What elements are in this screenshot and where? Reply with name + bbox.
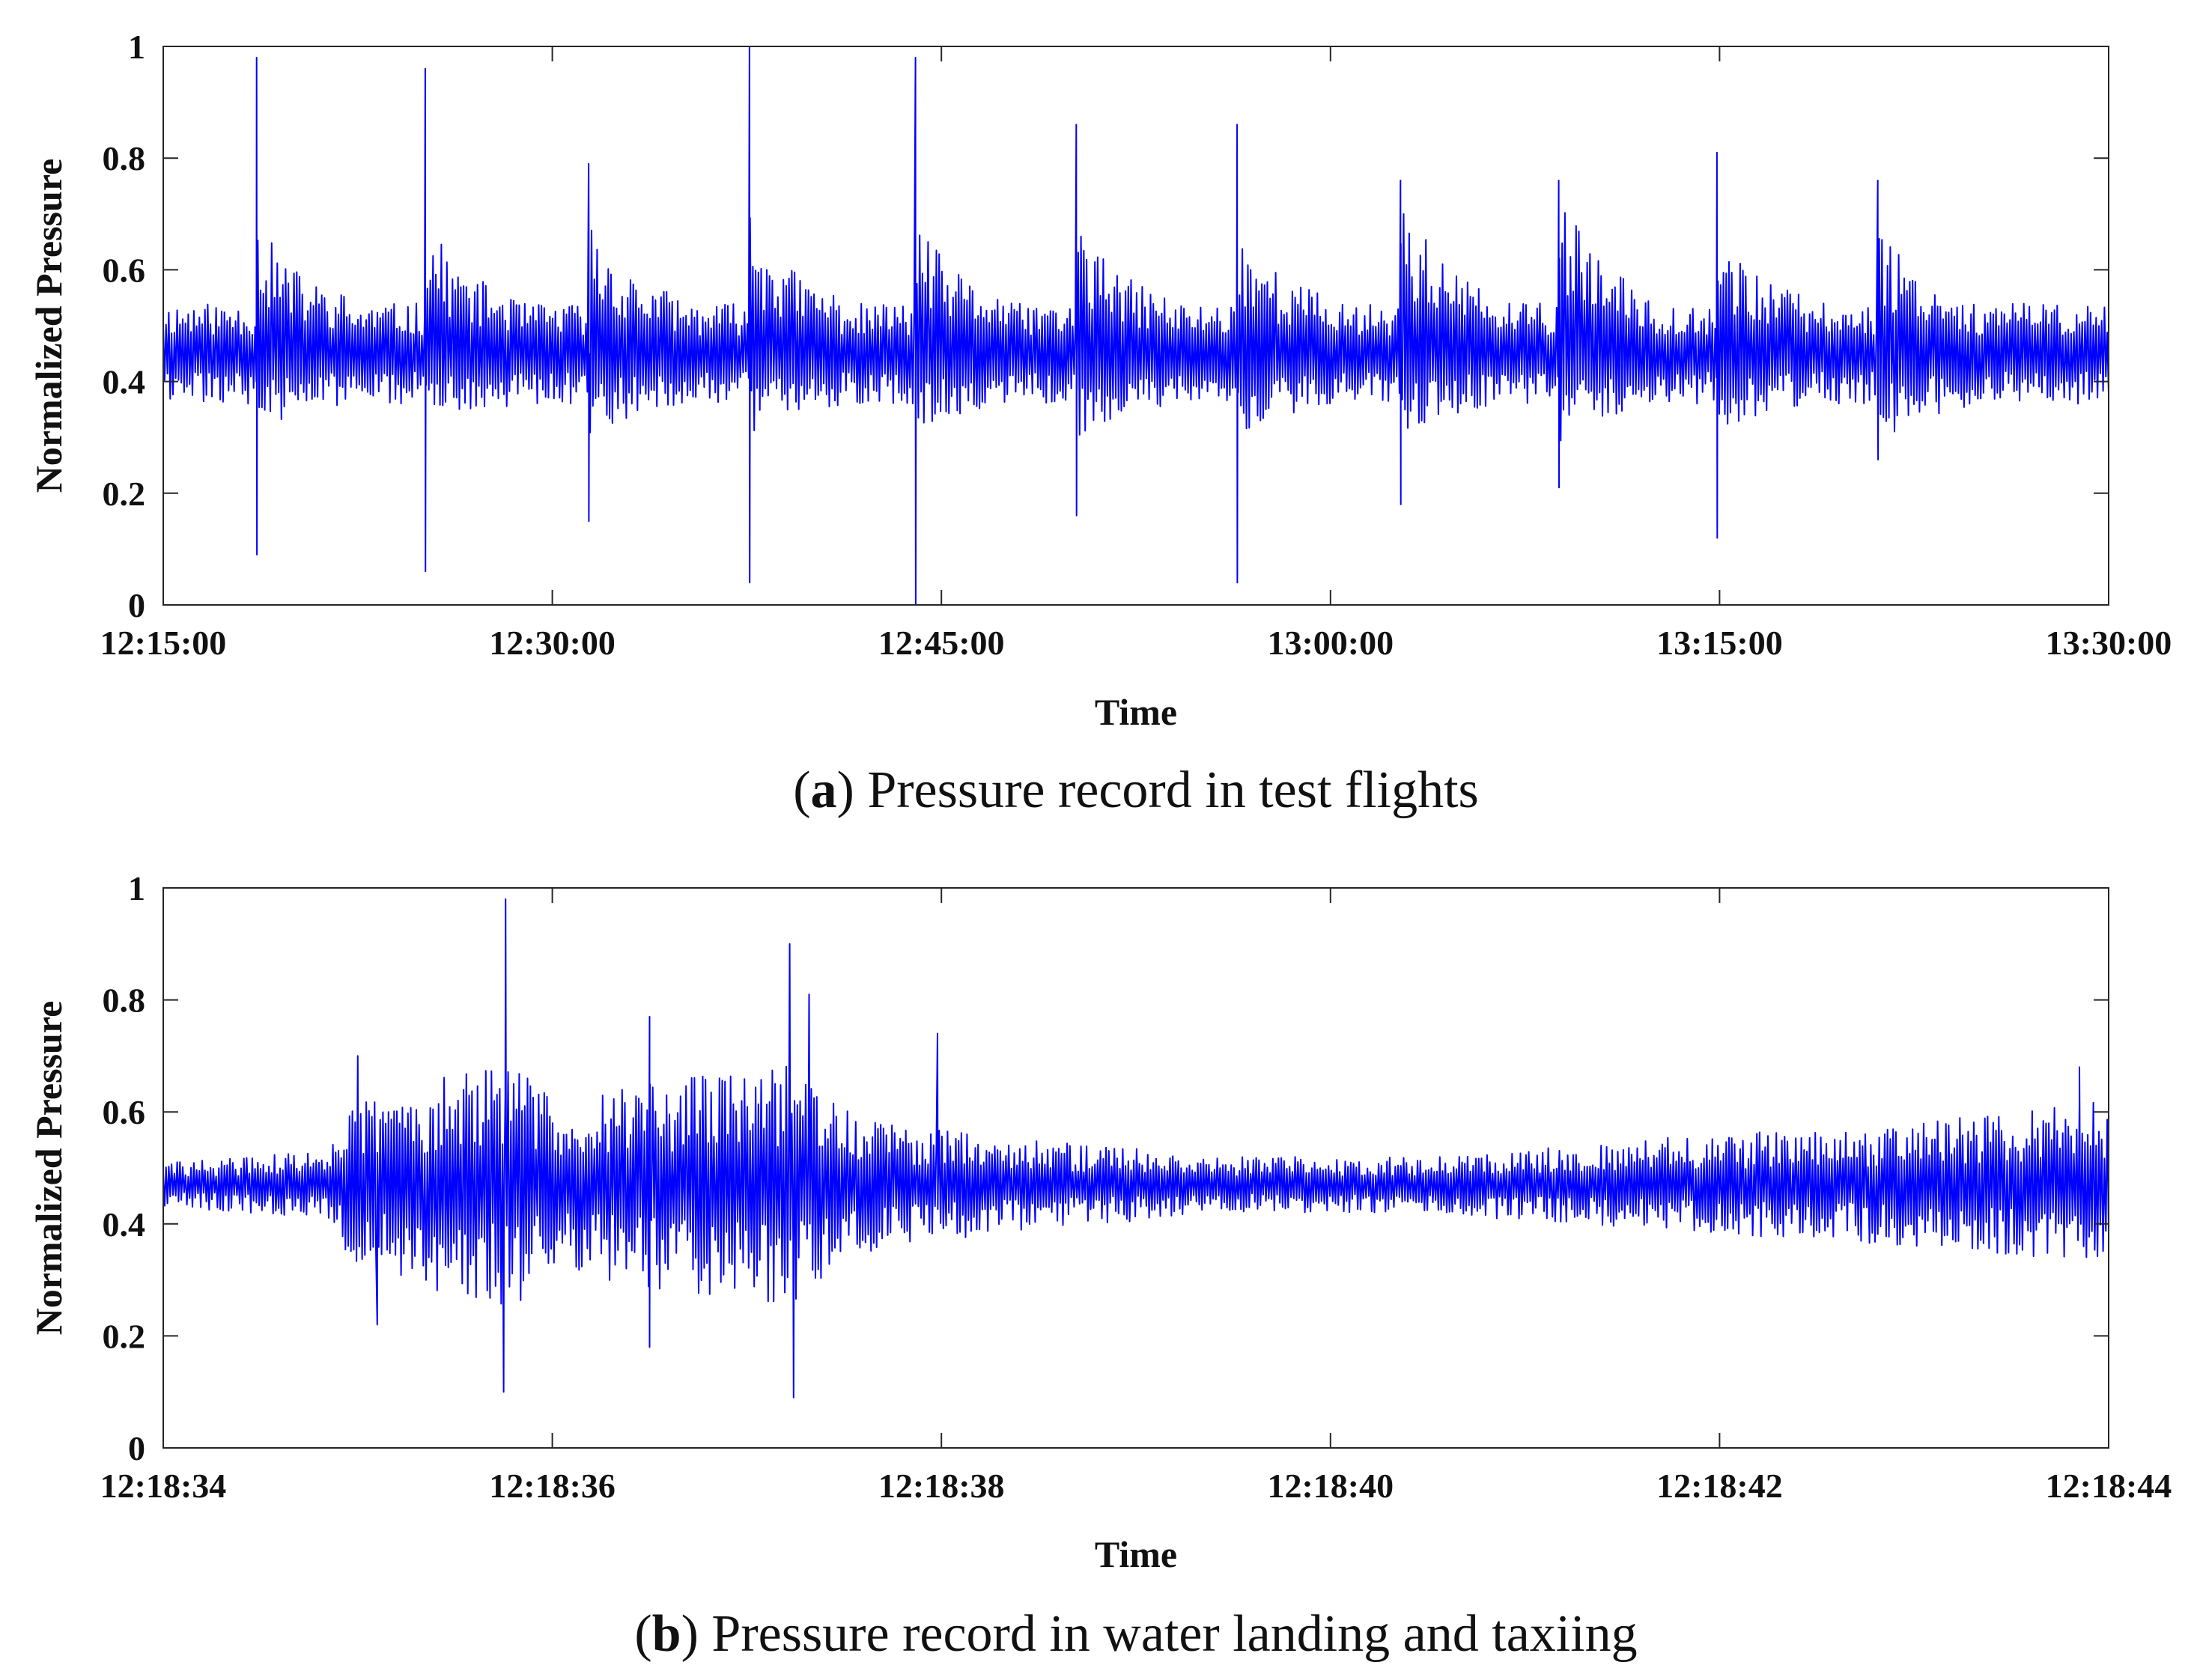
panel-b-x-tick-label: 12:18:44 [2046,1467,2172,1505]
panel-b-y-tick-label: 0.6 [103,1093,146,1131]
panel-b-trace-layer [162,898,2109,1399]
panel-a-y-axis-title: Normalized Pressure [28,159,70,493]
panel-a-y-tick-label: 0.2 [103,475,146,513]
panel-b-y-tick-label: 0 [128,1429,145,1467]
panel-b-x-tick-label: 12:18:38 [878,1467,1005,1505]
panel-a-x-tick-label: 12:30:00 [489,624,616,662]
panel-b-x-axis-title: Time [1095,1533,1177,1575]
panel-b-series-line-1 [162,898,2109,1399]
panel-b-caption-letter: b [652,1605,681,1663]
panel-b-x-tick-label: 12:18:42 [1656,1467,1783,1505]
panel-a-x-tick-label: 12:15:00 [100,624,227,662]
panel-b-y-axis-title: Normalized Pressure [28,1001,70,1336]
panel-a-chart: 12:15:00 12:30:00 12:45:00 13:00:00 13:15:00… [28,28,2172,819]
panel-a-x-axis-title: Time [1095,691,1177,733]
panel-b-y-tick-label: 0.2 [103,1317,146,1355]
panel-b-x-tick-label: 12:18:40 [1267,1467,1394,1505]
panel-a-x-tick-label: 13:30:00 [2046,624,2172,662]
panel-a-series-line-1 [162,46,2109,606]
panel-b-y-tick-label: 0.4 [103,1205,146,1244]
panel-a-ticks: 12:15:00 12:30:00 12:45:00 13:00:00 13:15:00… [100,28,2172,662]
panel-a-y-tick-label: 0 [128,586,145,624]
panel-a-caption-text: Pressure record in test flights [867,761,1478,819]
panel-a-y-tick-label: 1 [128,28,145,66]
panel-a-caption: (a) Pressure record in test flights [793,761,1479,819]
panel-a-x-tick-label: 12:45:00 [878,624,1005,662]
panel-a-caption-letter: a [811,761,837,819]
panel-a-trace-layer [162,46,2109,606]
panel-b-chart: 12:18:34 12:18:36 12:18:38 12:18:40 12:18:42… [28,869,2172,1663]
panel-a-y-tick-label: 0.4 [103,363,146,401]
panel-b-caption-text: Pressure record in water landing and tax… [711,1605,1637,1663]
panel-a-x-tick-label: 13:00:00 [1267,624,1394,662]
panel-b-x-tick-label: 12:18:34 [100,1467,227,1505]
panel-b-x-tick-label: 12:18:36 [489,1467,616,1505]
panel-b-caption: (b) Pressure record in water landing and… [634,1605,1637,1663]
panel-a-y-tick-label: 0.6 [103,251,146,289]
panel-b-y-tick-label: 0.8 [103,981,146,1020]
panel-a-axes-frame [162,46,2109,606]
panel-a-x-tick-label: 13:15:00 [1656,624,1783,662]
panel-b-axes-frame [162,887,2109,1449]
panel-b-y-tick-label: 1 [128,869,145,907]
panel-a-y-tick-label: 0.8 [103,139,146,177]
panel-b-ticks: 12:18:34 12:18:36 12:18:38 12:18:40 12:18:42… [100,869,2172,1505]
